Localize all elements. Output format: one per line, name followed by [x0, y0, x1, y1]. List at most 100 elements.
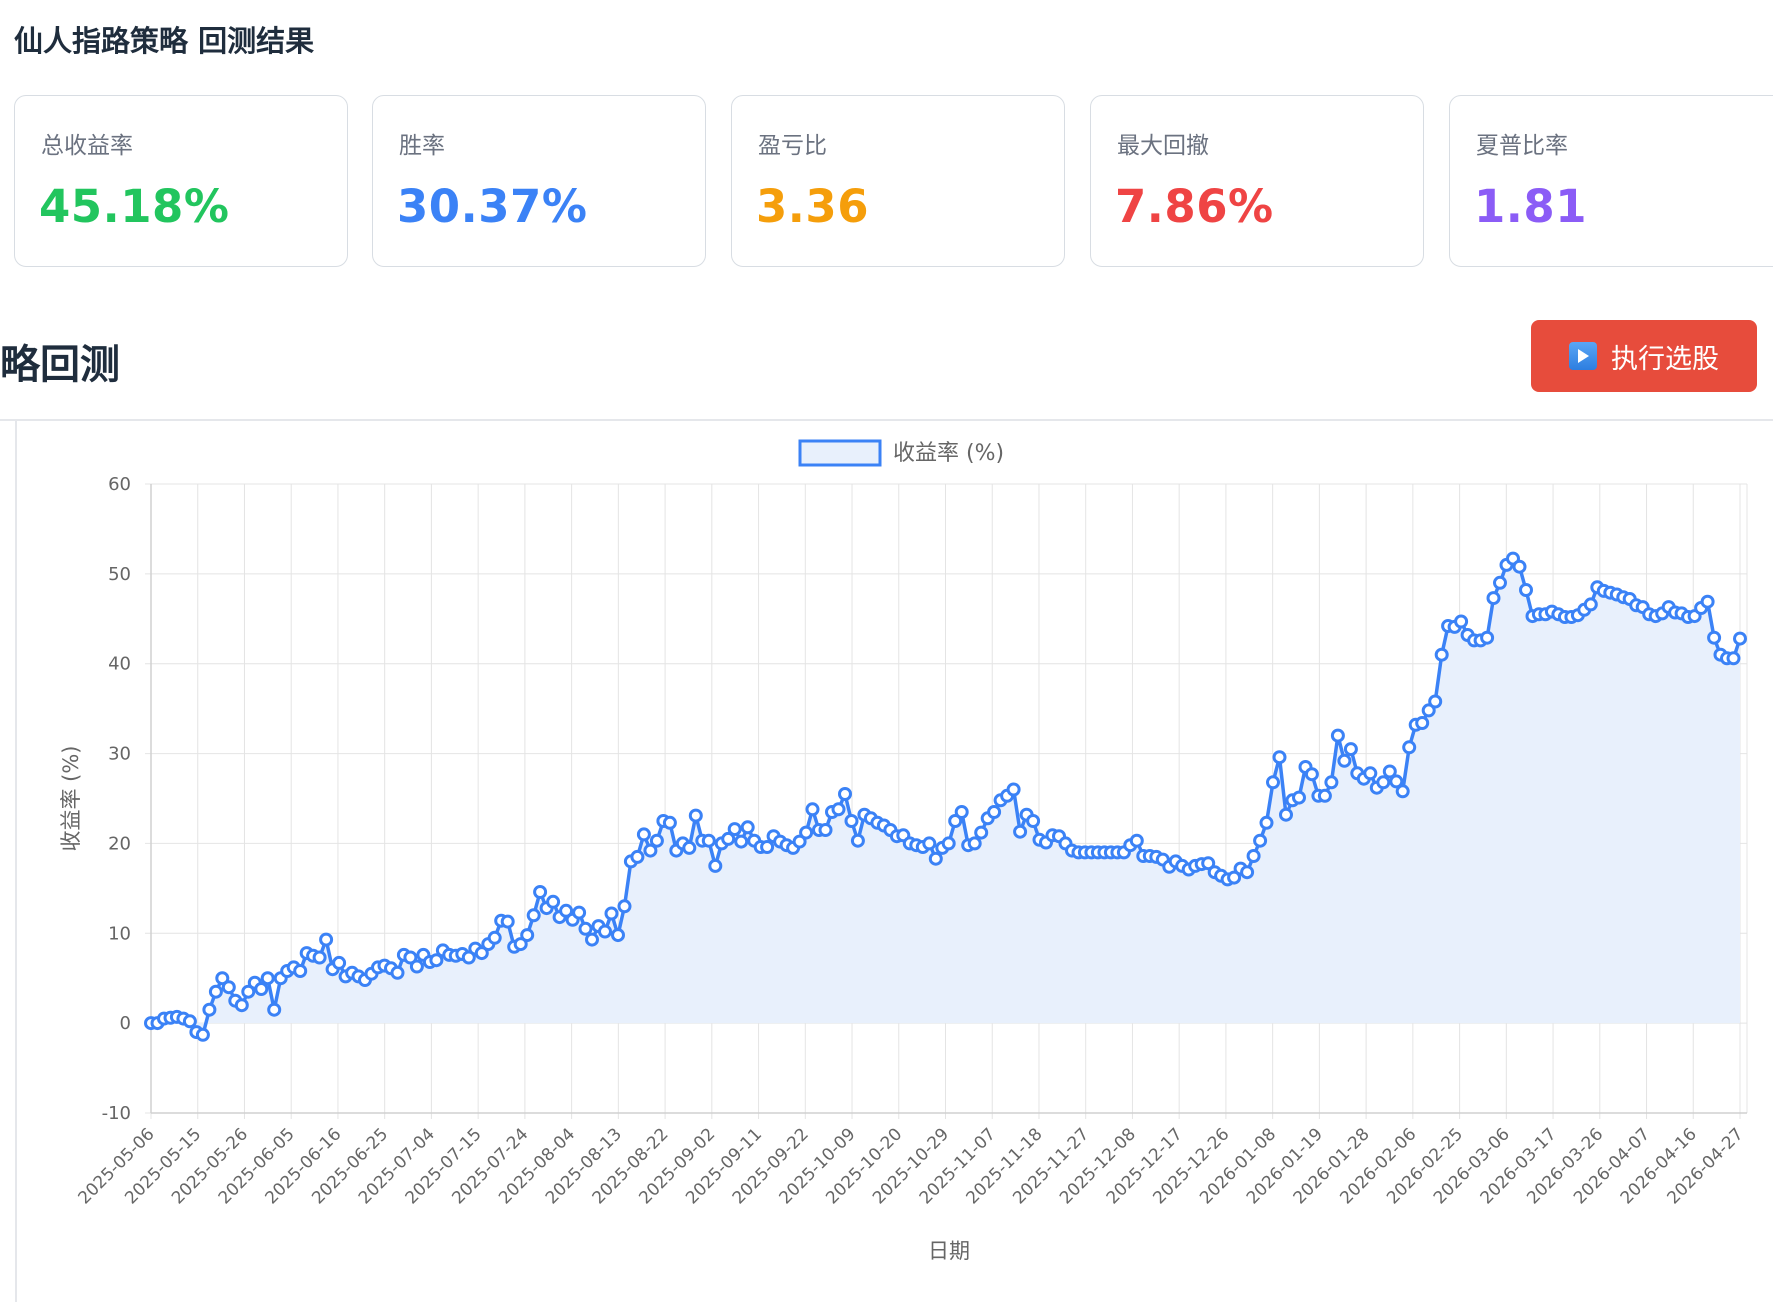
data-point: [332, 955, 347, 970]
data-point: [546, 894, 561, 909]
data-point: [721, 831, 736, 846]
data-point: [1382, 764, 1397, 779]
data-point: [1026, 814, 1041, 828]
data-point: [850, 833, 865, 848]
data-point: [649, 833, 664, 848]
data-point: [760, 840, 775, 854]
data-point: [662, 815, 677, 830]
x-axis-title: 日期: [928, 1239, 970, 1263]
data-point: [1259, 815, 1274, 830]
data-point: [941, 836, 956, 851]
data-point: [727, 822, 742, 837]
data-point: [1337, 753, 1352, 768]
metric-card-total-return: 总收益率 45.18%: [14, 95, 348, 267]
chart-panel-border: [15, 421, 17, 1302]
data-point: [1486, 591, 1501, 606]
data-point: [1480, 630, 1495, 645]
data-point: [1519, 583, 1533, 597]
data-point: [734, 834, 749, 849]
data-point: [1272, 750, 1287, 765]
metric-card-sharpe-ratio: 夏普比率 1.81: [1449, 95, 1773, 267]
data-point: [987, 805, 1002, 819]
data-point: [403, 950, 418, 965]
metric-value: 1.81: [1474, 180, 1588, 233]
data-point: [520, 928, 535, 943]
data-point: [922, 836, 937, 851]
data-point: [1253, 833, 1268, 848]
data-point: [1726, 651, 1741, 666]
data-point: [1006, 782, 1021, 797]
data-point: [630, 849, 645, 864]
data-point: [682, 840, 697, 855]
data-point: [1700, 594, 1715, 609]
data-point: [578, 921, 593, 936]
y-tick-label: 20: [108, 833, 131, 854]
legend-swatch: [798, 439, 882, 467]
y-tick-label: 0: [120, 1013, 131, 1034]
data-point: [688, 808, 703, 823]
metric-value: 7.86%: [1115, 180, 1274, 233]
y-axis-title: 收益率 (%): [59, 745, 83, 851]
metric-value: 45.18%: [39, 180, 230, 233]
data-point: [208, 984, 223, 999]
series-area-fill: [151, 558, 1740, 1035]
section-divider: [0, 419, 1773, 421]
data-point: [1246, 849, 1261, 863]
metric-label: 夏普比率: [1476, 133, 1568, 159]
y-tick-label: 40: [108, 654, 131, 675]
data-point: [195, 1027, 210, 1042]
data-point: [818, 823, 833, 837]
data-point: [1304, 767, 1319, 782]
data-point: [967, 836, 982, 851]
data-point: [1421, 703, 1436, 718]
run-stock-selection-button[interactable]: 执行选股: [1531, 320, 1757, 392]
data-point: [1434, 647, 1449, 662]
data-point: [1415, 716, 1430, 730]
play-icon: [1569, 342, 1597, 370]
data-point: [805, 802, 820, 817]
data-point: [1512, 559, 1527, 574]
data-point: [838, 787, 852, 801]
metric-label: 胜率: [399, 133, 445, 159]
data-point: [1240, 865, 1255, 880]
data-point: [974, 825, 989, 840]
data-point: [636, 827, 651, 842]
data-point: [954, 805, 969, 819]
data-point: [1707, 630, 1722, 645]
data-point: [474, 946, 489, 961]
data-point: [701, 833, 716, 848]
data-point: [182, 1014, 197, 1029]
data-point: [390, 965, 405, 980]
data-point: [1279, 807, 1293, 822]
data-point: [526, 908, 541, 923]
section-title: 略回测: [0, 342, 120, 388]
data-point: [254, 982, 269, 996]
page-title: 仙人指路策略 回测结果: [14, 24, 315, 58]
data-point: [500, 914, 515, 929]
data-point: [260, 971, 275, 986]
metrics-cards: 总收益率 45.18% 胜率 30.37% 盈亏比 3.36 最大回撤 7.86…: [14, 95, 1773, 269]
data-point: [241, 984, 256, 999]
data-point: [740, 820, 755, 835]
data-point: [572, 905, 587, 920]
data-point: [215, 971, 230, 986]
data-point: [559, 903, 574, 918]
metric-label: 总收益率: [41, 133, 133, 159]
data-point: [1201, 856, 1216, 871]
data-point: [409, 959, 424, 974]
data-point: [585, 932, 599, 947]
data-point: [1395, 784, 1410, 799]
data-point: [844, 814, 859, 828]
data-point: [319, 932, 334, 947]
data-point: [1389, 774, 1404, 789]
data-point: [831, 802, 846, 817]
metric-card-profit-loss-ratio: 盈亏比 3.36: [731, 95, 1065, 267]
data-point: [611, 928, 625, 943]
data-point: [792, 834, 807, 849]
data-point: [1129, 833, 1144, 848]
data-point: [1317, 788, 1332, 803]
run-button-label: 执行选股: [1611, 343, 1719, 375]
data-point: [1227, 870, 1242, 885]
data-point: [1324, 775, 1339, 790]
data-point: [1454, 614, 1469, 629]
